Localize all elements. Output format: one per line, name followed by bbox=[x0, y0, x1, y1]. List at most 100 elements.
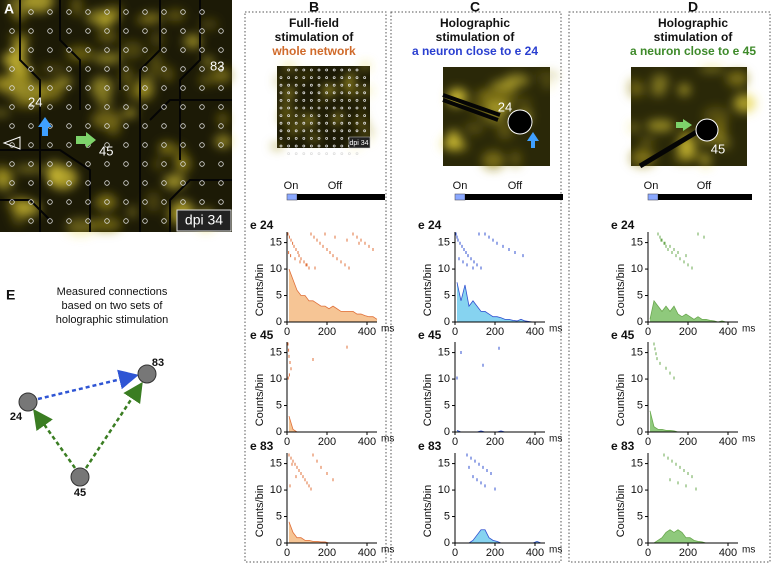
electrode bbox=[85, 9, 91, 15]
x-tick-label: 0 bbox=[452, 547, 458, 559]
electrode bbox=[317, 83, 321, 87]
scale-text: dpi 34 bbox=[349, 140, 368, 147]
panel-letter: B bbox=[309, 0, 319, 15]
y-axis-label: Counts/bin bbox=[615, 264, 627, 317]
electrode bbox=[28, 199, 34, 205]
electrode bbox=[28, 28, 34, 34]
electrode bbox=[28, 9, 34, 15]
electrode bbox=[340, 99, 344, 102]
electrode bbox=[66, 85, 72, 91]
node bbox=[137, 364, 157, 384]
stim-on: On bbox=[644, 180, 659, 192]
glow bbox=[120, 66, 134, 87]
x-tick-label: 200 bbox=[318, 326, 336, 338]
electrode bbox=[325, 68, 329, 72]
glow bbox=[283, 102, 289, 111]
y-axis-label: Counts/bin bbox=[422, 485, 434, 538]
row-label: e 24 bbox=[611, 218, 635, 232]
electrode bbox=[180, 66, 186, 72]
electrode bbox=[161, 47, 167, 53]
electrode bbox=[332, 76, 336, 79]
row-label: e 83 bbox=[418, 439, 442, 453]
electrode bbox=[161, 9, 167, 15]
electrode bbox=[123, 180, 129, 186]
glow bbox=[15, 200, 41, 217]
electrode bbox=[294, 152, 298, 156]
target-spot bbox=[695, 118, 719, 142]
electrode bbox=[28, 218, 34, 224]
electrode bbox=[302, 106, 306, 110]
electrode bbox=[325, 114, 329, 117]
electrode bbox=[123, 123, 129, 129]
electrode bbox=[317, 152, 321, 156]
electrode bbox=[294, 121, 298, 125]
electrode bbox=[363, 129, 367, 133]
target-spot bbox=[507, 109, 533, 135]
glow bbox=[348, 71, 355, 83]
electrode bbox=[123, 66, 129, 72]
electrode bbox=[104, 142, 110, 148]
glow bbox=[440, 138, 467, 150]
electrode bbox=[279, 114, 283, 117]
connection bbox=[84, 381, 143, 469]
x-tick-label: 400 bbox=[719, 547, 737, 559]
glow bbox=[491, 80, 517, 91]
glow bbox=[199, 18, 219, 30]
glow bbox=[145, 191, 161, 213]
electrode bbox=[340, 121, 344, 125]
electrode bbox=[317, 91, 321, 95]
electrode bbox=[142, 85, 148, 91]
electrode bbox=[302, 114, 306, 117]
electrode bbox=[199, 9, 205, 15]
electrode bbox=[47, 9, 53, 15]
x-tick-label: 400 bbox=[358, 547, 376, 559]
electrode bbox=[309, 129, 313, 133]
x-tick-label: 0 bbox=[284, 436, 290, 448]
x-tick-label: 400 bbox=[526, 547, 544, 559]
glow bbox=[163, 174, 185, 189]
title: Holographic bbox=[440, 16, 510, 30]
electrode bbox=[47, 180, 53, 186]
glow bbox=[296, 77, 303, 83]
electrode bbox=[317, 99, 321, 102]
y-tick-label: 10 bbox=[270, 263, 282, 275]
green-arrow bbox=[76, 132, 96, 148]
title-target: a neuron close to e 45 bbox=[630, 44, 756, 58]
x-tick-label: 400 bbox=[358, 436, 376, 448]
y-tick-label: 15 bbox=[270, 346, 282, 358]
panel-box bbox=[244, 11, 387, 563]
electrode bbox=[47, 28, 53, 34]
y-tick-label: 15 bbox=[438, 346, 450, 358]
electrode bbox=[279, 144, 283, 148]
electrode bbox=[218, 123, 224, 129]
electrode bbox=[332, 136, 336, 140]
stim-off: Off bbox=[697, 180, 712, 192]
node-label: 24 bbox=[10, 411, 23, 423]
electrode bbox=[142, 142, 148, 148]
electrode bbox=[309, 114, 313, 117]
electrode bbox=[47, 218, 53, 224]
y-tick-label: 10 bbox=[631, 373, 643, 385]
electrode bbox=[302, 76, 306, 79]
electrode bbox=[66, 218, 72, 224]
panel-b-header: B Full-field stimulation of whole networ… bbox=[271, 0, 385, 201]
electrode bbox=[340, 144, 344, 148]
glow bbox=[283, 87, 295, 98]
row-label: e 45 bbox=[418, 328, 442, 342]
node-label: 83 bbox=[152, 357, 164, 369]
glow bbox=[120, 40, 144, 60]
electrode bbox=[161, 123, 167, 129]
electrode bbox=[355, 83, 359, 87]
electrode bbox=[332, 99, 336, 102]
electrode bbox=[363, 91, 367, 95]
electrode bbox=[309, 152, 313, 156]
electrode bbox=[347, 91, 351, 95]
electrode bbox=[347, 152, 351, 156]
glow bbox=[163, 66, 174, 83]
glow bbox=[85, 9, 119, 26]
electrode bbox=[287, 83, 291, 87]
y-tick-label: 0 bbox=[444, 426, 450, 438]
glow bbox=[20, 69, 33, 84]
electrode bbox=[309, 83, 313, 87]
electrode bbox=[104, 199, 110, 205]
